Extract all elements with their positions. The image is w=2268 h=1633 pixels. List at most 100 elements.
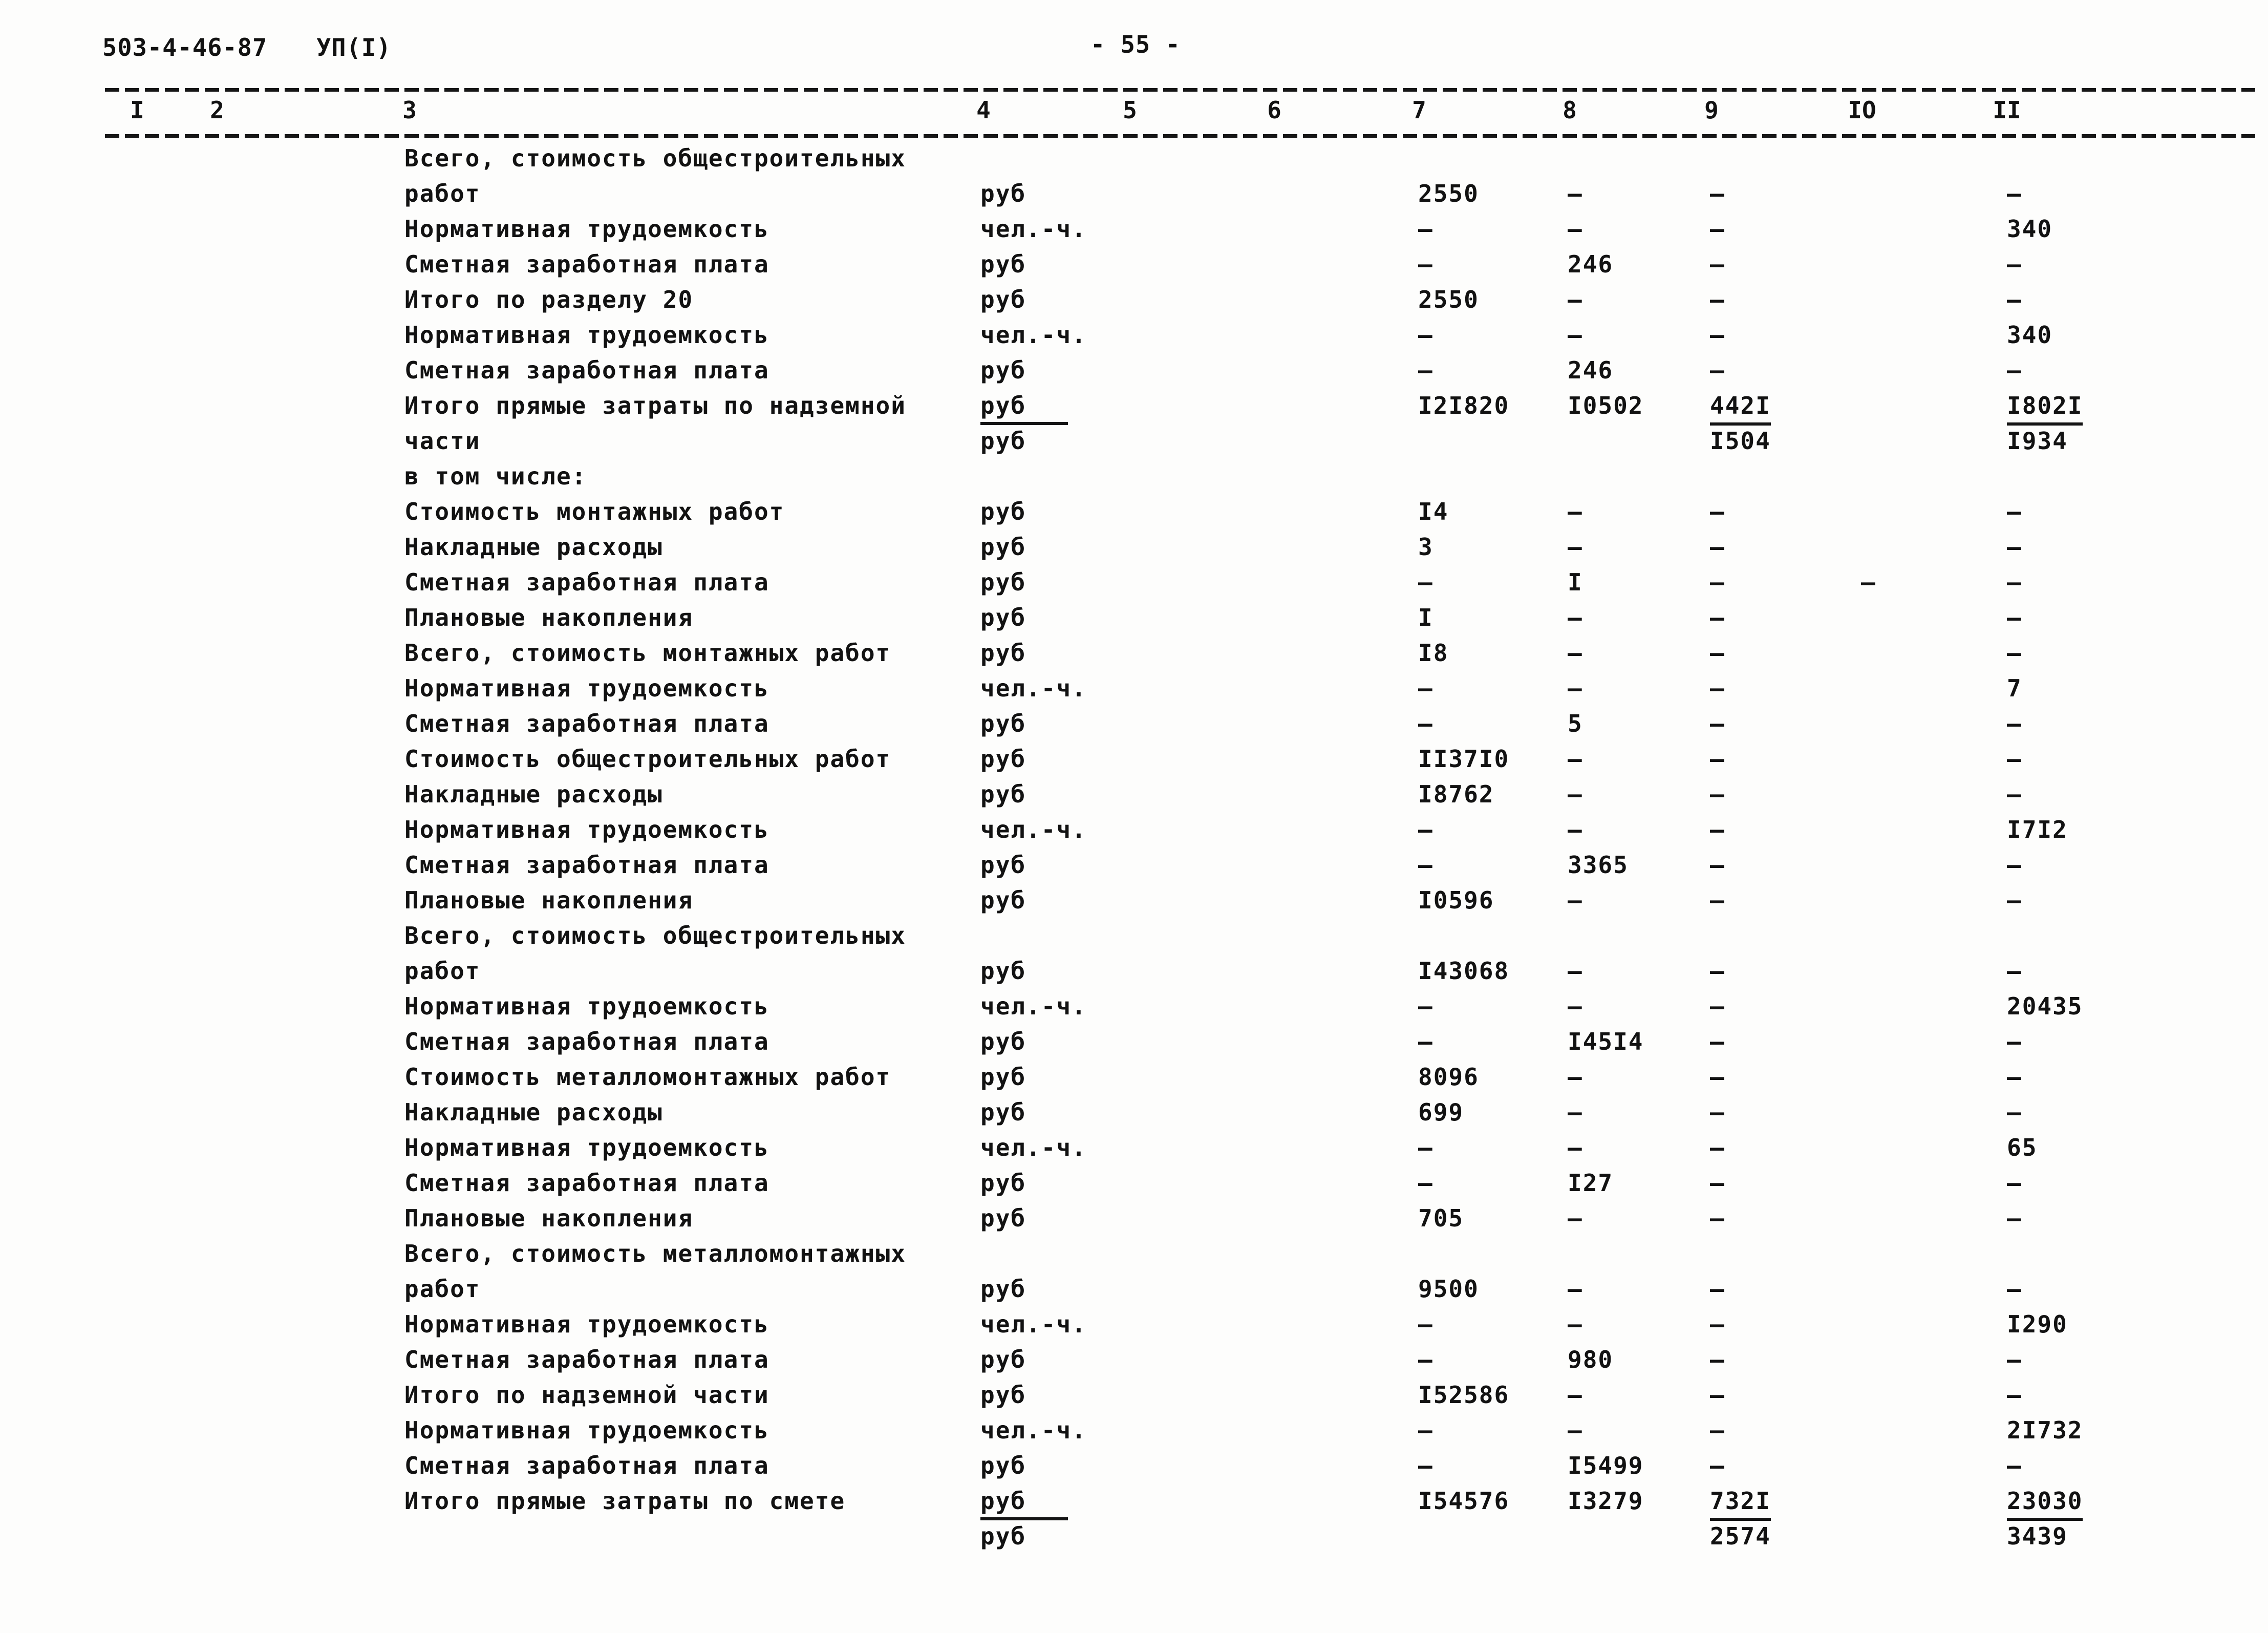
cell-col11: –	[2007, 780, 2022, 808]
table-row: Нормативная трудоемкость чел.-ч. – – – 340	[0, 213, 2268, 248]
cell-col9: –	[1710, 816, 1725, 843]
table-row: Итого прямые затраты по смете руб I54576 I3…	[0, 1484, 2268, 1521]
row-label: Стоимость металломонтажных работ	[404, 1063, 891, 1091]
table-row: Нормативная трудоемкость чел.-ч. – – – 2I732	[0, 1414, 2268, 1449]
cell-col9: –	[1710, 1134, 1725, 1161]
cell-col9: –	[1710, 215, 1725, 243]
cell-col9: –	[1710, 180, 1725, 207]
row-label: Нормативная трудоемкость	[404, 1310, 769, 1338]
cell-col8: 3365	[1568, 851, 1629, 879]
cell-col8: –	[1568, 816, 1583, 843]
cell-col9: –	[1710, 674, 1725, 702]
row-unit: руб	[980, 389, 1068, 425]
cell-col9: –	[1710, 1028, 1725, 1055]
cell-col7: –	[1418, 1416, 1433, 1444]
cell-col11: –	[2007, 498, 2022, 525]
column-number-II: II	[1993, 96, 2021, 124]
row-label: Стоимость общестроительных работ	[404, 745, 891, 773]
cell-col7: I54576	[1418, 1487, 1510, 1515]
cell-col9: 442I	[1710, 389, 1771, 426]
row-label-continued: работ	[404, 1275, 481, 1303]
cell-col8: 246	[1568, 250, 1614, 278]
row-label: Нормативная трудоемкость	[404, 674, 769, 702]
cell-col9: –	[1710, 1204, 1725, 1232]
cell-col11: –	[2007, 957, 2022, 985]
row-unit: руб	[980, 1028, 1026, 1055]
column-number-2: 2	[210, 96, 224, 124]
row-label: Итого по надземной части	[404, 1381, 769, 1409]
cell-col11: –	[2007, 710, 2022, 737]
cell-col7: I43068	[1418, 957, 1510, 985]
cell-col8: I3279	[1568, 1487, 1644, 1515]
cell-col8: –	[1568, 780, 1583, 808]
cell-col11: –	[2007, 180, 2022, 207]
row-unit: руб	[980, 1484, 1068, 1520]
row-unit: чел.-ч.	[980, 1134, 1087, 1161]
row-unit: руб	[980, 1381, 1026, 1409]
cell-col8: 980	[1568, 1346, 1614, 1373]
cell-col8: –	[1568, 286, 1583, 313]
cell-col8: –	[1568, 180, 1583, 207]
cell-col7: 705	[1418, 1204, 1464, 1232]
cell-col11: –	[2007, 568, 2022, 596]
cell-col8: –	[1568, 886, 1583, 914]
table-row: руб 2574 3439	[0, 1520, 2268, 1555]
cell-col10: –	[1861, 568, 1876, 596]
table-row: Нормативная трудоемкость чел.-ч. – – – 7	[0, 672, 2268, 707]
cell-col8: –	[1568, 674, 1583, 702]
cell-col9: –	[1710, 321, 1725, 349]
table-row: Накладные расходы руб I8762 – – –	[0, 778, 2268, 813]
table-row: Стоимость общестроительных работ руб II37I…	[0, 743, 2268, 778]
row-label-continued: работ	[404, 957, 481, 985]
table-row: Нормативная трудоемкость чел.-ч. – – – 65	[0, 1131, 2268, 1167]
cell-col8: –	[1568, 215, 1583, 243]
row-label: Всего, стоимость общестроительных	[404, 922, 906, 949]
doc-number: 503-4-46-87	[102, 34, 268, 62]
table-row: Плановые накопления руб I – – –	[0, 601, 2268, 637]
row-unit: чел.-ч.	[980, 992, 1087, 1020]
cell-col7: 9500	[1418, 1275, 1479, 1303]
row-label: Сметная заработная плата	[404, 568, 769, 596]
row-label: Нормативная трудоемкость	[404, 215, 769, 243]
doc-series: УП(I)	[316, 34, 392, 62]
cell-col9: –	[1710, 1098, 1725, 1126]
row-unit: руб	[980, 1275, 1026, 1303]
table-row: Итого по разделу 20 руб 2550 – – –	[0, 283, 2268, 319]
cell-col11: –	[2007, 745, 2022, 773]
cell-col11: –	[2007, 356, 2022, 384]
cell-col7: I8	[1418, 639, 1449, 667]
cell-col8: I5499	[1568, 1452, 1644, 1479]
row-unit: руб	[980, 851, 1026, 879]
row-label-continued: работ	[404, 180, 481, 207]
cell-col8: –	[1568, 1063, 1583, 1091]
cell-col9: –	[1710, 710, 1725, 737]
table-row: Сметная заработная плата руб – 5 – –	[0, 707, 2268, 743]
row-label: Всего, стоимость металломонтажных	[404, 1240, 906, 1267]
cell-col7: –	[1418, 1028, 1433, 1055]
cell-col7: –	[1418, 1346, 1433, 1373]
cell-col11: –	[2007, 851, 2022, 879]
row-label: Итого по разделу 20	[404, 286, 694, 313]
cell-col9: –	[1710, 1452, 1725, 1479]
table-row: Всего, стоимость общестроительных	[0, 919, 2268, 955]
cell-col11: –	[2007, 639, 2022, 667]
table-row: Плановые накопления руб I0596 – – –	[0, 884, 2268, 919]
cell-col11-second: I934	[2007, 427, 2068, 455]
row-unit: чел.-ч.	[980, 321, 1087, 349]
table-row: Нормативная трудоемкость чел.-ч. – – – I290	[0, 1308, 2268, 1343]
row-unit: руб	[980, 1063, 1026, 1091]
cell-col8: –	[1568, 533, 1583, 561]
table-row: Сметная заработная плата руб – 3365 – –	[0, 849, 2268, 884]
row-unit: руб	[980, 1346, 1026, 1373]
cell-col11: –	[2007, 1346, 2022, 1373]
cell-col8: –	[1568, 745, 1583, 773]
cell-col8: –	[1568, 957, 1583, 985]
table-row: Нормативная трудоемкость чел.-ч. – – – I7I2	[0, 813, 2268, 849]
row-unit: руб	[980, 780, 1026, 808]
row-unit: руб	[980, 745, 1026, 773]
row-unit: руб	[980, 710, 1026, 737]
row-label: Итого прямые затраты по смете	[404, 1487, 846, 1515]
table-row: Сметная заработная плата руб – I27 – –	[0, 1167, 2268, 1202]
cell-col7: –	[1418, 674, 1433, 702]
table-row: Сметная заработная плата руб – 246 – –	[0, 248, 2268, 283]
